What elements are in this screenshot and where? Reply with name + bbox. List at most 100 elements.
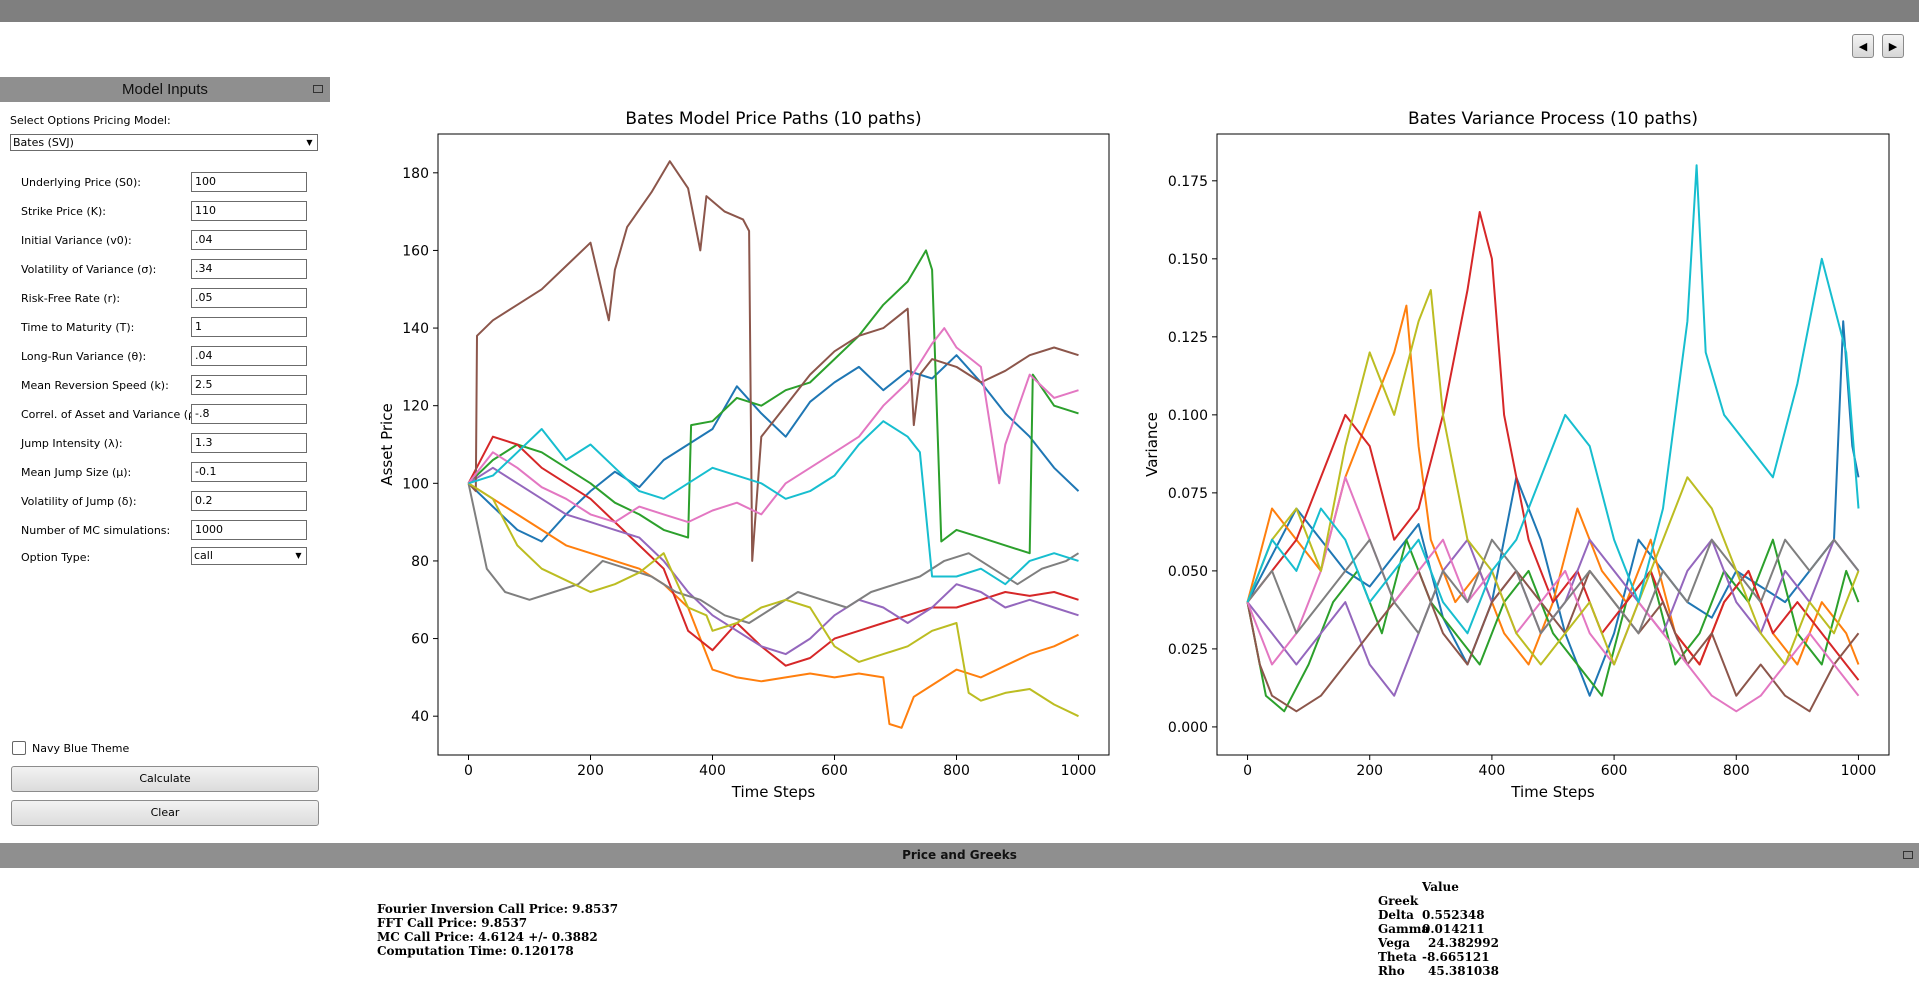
field-label: Initial Variance (v0): [21, 234, 132, 247]
computation-time: Computation Time: 0.120178 [377, 944, 574, 958]
field-input[interactable]: .05 [191, 288, 307, 308]
series-line-5 [467, 466, 1079, 656]
field-input[interactable]: 100 [191, 172, 307, 192]
field-label: Risk-Free Rate (r): [21, 292, 121, 305]
y-tick-label: 0.000 [1168, 720, 1208, 736]
back-button[interactable]: ◀ [1852, 34, 1874, 58]
y-tick-label: 160 [402, 243, 429, 259]
field-label: Volatility of Jump (δ): [21, 495, 137, 508]
model-inputs-dock-title: Model Inputs [0, 77, 330, 102]
option-type-value: call [194, 549, 213, 562]
x-axis-label: Time Steps [731, 783, 816, 801]
x-tick-label: 400 [1479, 763, 1506, 779]
field-label: Volatility of Variance (σ): [21, 263, 157, 276]
series-line-9 [467, 482, 1079, 718]
top-toolbar [0, 0, 1919, 22]
field-input[interactable]: 110 [191, 201, 307, 221]
greek-name: Gamma [1378, 922, 1430, 936]
model-select[interactable]: Bates (SVJ) ▼ [10, 134, 318, 151]
x-tick-label: 200 [1356, 763, 1383, 779]
y-tick-label: 120 [402, 399, 429, 415]
greek-value: -8.665121 [1422, 950, 1490, 964]
calculate-button[interactable]: Calculate [11, 766, 319, 792]
x-tick-label: 200 [577, 763, 604, 779]
field-input[interactable]: -.8 [191, 404, 307, 424]
chart-title: Bates Variance Process (10 paths) [1408, 109, 1698, 129]
y-tick-label: 60 [411, 632, 429, 648]
y-axis-label: Variance [1143, 412, 1161, 477]
price-greeks-dock-title: Price and Greeks [0, 843, 1919, 868]
x-tick-label: 600 [1601, 763, 1628, 779]
x-tick-label: 400 [699, 763, 726, 779]
y-tick-label: 100 [402, 476, 429, 492]
y-tick-label: 0.175 [1168, 174, 1208, 190]
field-input[interactable]: 2.5 [191, 375, 307, 395]
x-tick-label: 600 [821, 763, 848, 779]
navy-theme-checkbox[interactable] [12, 741, 26, 755]
field-label: Time to Maturity (T): [21, 321, 135, 334]
field-input[interactable]: 1000 [191, 520, 307, 540]
x-tick-label: 0 [464, 763, 473, 779]
greek-value: 0.014211 [1422, 922, 1485, 936]
field-input[interactable]: -0.1 [191, 462, 307, 482]
option-type-select[interactable]: call ▼ [191, 547, 307, 565]
series-line-3 [467, 249, 1079, 555]
field-input[interactable]: .34 [191, 259, 307, 279]
series-line-8 [1246, 538, 1860, 635]
series-line-3 [1246, 538, 1860, 713]
greek-name: Rho [1378, 964, 1405, 978]
y-tick-label: 0.125 [1168, 330, 1208, 346]
plot-frame [437, 133, 1110, 756]
model-select-label: Select Options Pricing Model: [10, 114, 171, 127]
bottom-title-text: Price and Greeks [902, 848, 1017, 862]
x-tick-label: 800 [1723, 763, 1750, 779]
fft-price: FFT Call Price: 9.8537 [377, 916, 528, 930]
field-label: Mean Reversion Speed (k): [21, 379, 169, 392]
y-tick-label: 0.075 [1168, 486, 1208, 502]
greek-name: Theta [1378, 950, 1417, 964]
field-input[interactable]: 1 [191, 317, 307, 337]
undock-icon[interactable] [1903, 851, 1913, 859]
fourier-price: Fourier Inversion Call Price: 9.8537 [377, 902, 619, 916]
y-tick-label: 80 [411, 554, 429, 570]
field-label: Long-Run Variance (θ): [21, 350, 147, 363]
y-axis-label: Asset Price [378, 403, 396, 485]
y-tick-label: 0.100 [1168, 408, 1208, 424]
forward-button[interactable]: ▶ [1882, 34, 1904, 58]
field-input[interactable]: 1.3 [191, 433, 307, 453]
series-line-4 [467, 435, 1079, 667]
price-paths-chart: Bates Model Price Paths (10 paths) 0 200 40… [378, 109, 1110, 801]
greeks-header: Value [1422, 880, 1459, 894]
series-line-10 [1246, 164, 1860, 635]
field-label: Underlying Price (S0): [21, 176, 141, 189]
chevron-right-icon: ▶ [1888, 40, 1898, 53]
series-line-9 [1246, 289, 1860, 666]
field-input[interactable]: .04 [191, 346, 307, 366]
option-type-label: Option Type: [21, 551, 91, 564]
chevron-left-icon: ◀ [1858, 40, 1868, 53]
x-axis-label: Time Steps [1510, 783, 1595, 801]
y-tick-label: 180 [402, 166, 429, 182]
chevron-down-icon: ▼ [295, 551, 302, 560]
field-label: Correl. of Asset and Variance (ρ): [21, 408, 203, 421]
series-line-1 [1246, 320, 1860, 697]
clear-button[interactable]: Clear [11, 800, 319, 826]
series-line-7 [467, 327, 1079, 524]
greek-name: Vega [1378, 936, 1411, 950]
field-label: Mean Jump Size (μ): [21, 466, 132, 479]
field-label: Strike Price (K): [21, 205, 106, 218]
dock-title-text: Model Inputs [122, 81, 208, 98]
undock-icon[interactable] [313, 85, 323, 93]
field-label: Jump Intensity (λ): [21, 437, 123, 450]
field-input[interactable]: .04 [191, 230, 307, 250]
y-tick-label: 0.050 [1168, 564, 1208, 580]
x-tick-label: 800 [943, 763, 970, 779]
greek-name: Delta [1378, 908, 1414, 922]
greek-value: 0.552348 [1422, 908, 1485, 922]
chart-title: Bates Model Price Paths (10 paths) [625, 109, 921, 129]
field-input[interactable]: 0.2 [191, 491, 307, 511]
series-line-6 [467, 160, 1079, 562]
y-tick-label: 0.025 [1168, 642, 1208, 658]
x-tick-label: 0 [1243, 763, 1252, 779]
mc-price: MC Call Price: 4.6124 +/- 0.3882 [377, 930, 598, 944]
